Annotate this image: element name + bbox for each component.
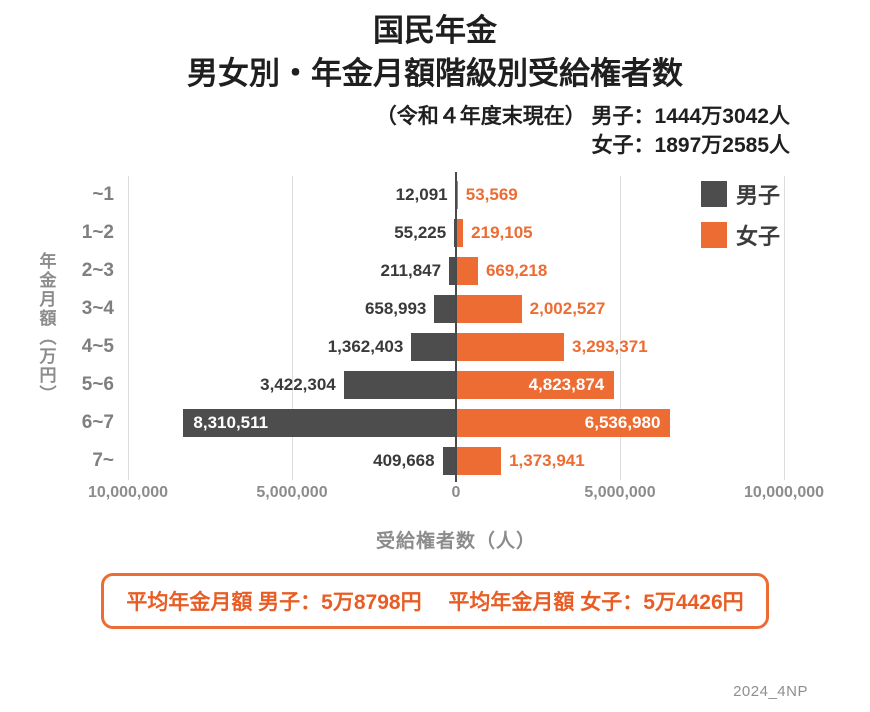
- chart-row: 658,993 2,002,527: [128, 290, 784, 328]
- x-axis-title: 受給権者数（人）: [375, 531, 536, 553]
- gridline: [620, 176, 621, 481]
- female-value-label: 219,105: [471, 223, 533, 243]
- chart-title: 国民年金 男女別・年金月額階級別受給権者数: [0, 10, 870, 96]
- chart-row: 3,422,304 4,823,874: [128, 366, 784, 404]
- chart-row: 211,847 669,218: [128, 252, 784, 290]
- chart-title-line2: 男女別・年金月額階級別受給権者数: [187, 55, 683, 91]
- male-value-label: 409,668: [373, 451, 435, 471]
- legend-swatch: [700, 222, 727, 249]
- pension-chart-page: 国民年金 男女別・年金月額階級別受給権者数 （令和４年度末現在） 男子：1444…: [0, 10, 870, 712]
- female-bar: [456, 409, 671, 438]
- female-bar: [456, 257, 478, 286]
- x-tick-label: 0: [451, 484, 461, 502]
- male-value-label: 211,847: [380, 261, 442, 281]
- male-bar: [442, 447, 456, 476]
- male-bar: [434, 295, 456, 324]
- chart-title-line1: 国民年金: [373, 13, 497, 48]
- female-value-label: 4,823,874: [528, 375, 605, 395]
- legend-item: 男子: [700, 178, 780, 210]
- female-bar: [456, 333, 565, 362]
- x-tick-label: 5,000,000: [256, 484, 328, 502]
- chart-row: 1,362,403 3,293,371: [128, 328, 784, 366]
- male-value-label: 8,310,511: [193, 413, 269, 433]
- chart-subtitle: （令和４年度末現在） 男子：1444万3042人 女子：1897万2585人: [0, 102, 870, 161]
- subtitle-line2: 女子：1897万2585人: [591, 133, 790, 157]
- chart-row: 8,310,511 6,536,980: [128, 404, 784, 442]
- legend: 男子 女子: [700, 178, 780, 260]
- chart-row: 409,668 1,373,941: [128, 442, 784, 480]
- male-bar: [411, 333, 456, 362]
- category-label: 5~6: [81, 374, 114, 396]
- legend-label: 女子: [735, 224, 780, 250]
- female-value-label: 2,002,527: [529, 299, 606, 319]
- female-value-label: 1,373,941: [509, 451, 585, 471]
- female-bar: [456, 447, 502, 476]
- x-tick-label: 10,000,000: [87, 484, 169, 502]
- watermark: 2024_4NP: [733, 683, 808, 700]
- male-bar: [183, 409, 456, 438]
- female-bar: [456, 371, 615, 400]
- x-tick-label: 10,000,000: [743, 484, 825, 502]
- female-bar: [456, 295, 522, 324]
- chart-row: 12,091 53,569: [128, 176, 784, 214]
- male-bar: [449, 257, 456, 286]
- female-bar: [456, 219, 464, 248]
- gridline: [128, 176, 129, 481]
- subtitle-line1: （令和４年度末現在） 男子：1444万3042人: [375, 104, 790, 128]
- gridline: [292, 176, 293, 481]
- category-label: 4~5: [81, 336, 114, 358]
- male-value-label: 658,993: [364, 299, 427, 319]
- female-value-label: 669,218: [485, 261, 548, 281]
- legend-swatch: [700, 181, 727, 208]
- x-axis-ticks: 10,000,000 5,000,000 0 5,000,000 10,000,000: [88, 484, 824, 510]
- legend-label: 男子: [735, 183, 780, 209]
- category-label: 1~2: [81, 222, 114, 244]
- average-summary-box: 平均年金月額 男子：5万8798円 平均年金月額 女子：5万4426円: [101, 573, 769, 630]
- x-tick-label: 5,000,000: [584, 484, 656, 502]
- male-value-label: 55,225: [394, 223, 447, 243]
- category-label: ~1: [92, 184, 114, 206]
- zero-axis-line: [455, 172, 457, 483]
- male-value-label: 1,362,403: [327, 337, 404, 357]
- male-value-label: 3,422,304: [260, 375, 336, 395]
- category-label: 7~: [92, 450, 114, 472]
- category-label: 6~7: [81, 412, 114, 434]
- category-label: 2~3: [81, 260, 114, 282]
- y-axis-title: 年金月額（万円）: [36, 252, 56, 405]
- female-value-label: 6,536,980: [584, 413, 661, 433]
- category-label: 3~4: [81, 298, 114, 320]
- chart-area: 年金月額（万円） ~1 1~2 2~3 3~4 4~5 5~6 6~7 7~ 男子女子 12,…: [0, 172, 870, 483]
- male-bar: [343, 371, 456, 400]
- legend-item: 女子: [700, 219, 780, 251]
- male-value-label: 12,091: [395, 185, 448, 205]
- gridline: [784, 176, 785, 481]
- female-value-label: 3,293,371: [572, 337, 648, 357]
- plot-area: 男子女子 12,091 53,569 55,225 219,105 211,847 669…: [128, 172, 785, 483]
- category-axis: ~1 1~2 2~3 3~4 4~5 5~6 6~7 7~: [62, 176, 128, 480]
- female-value-label: 53,569: [465, 185, 518, 205]
